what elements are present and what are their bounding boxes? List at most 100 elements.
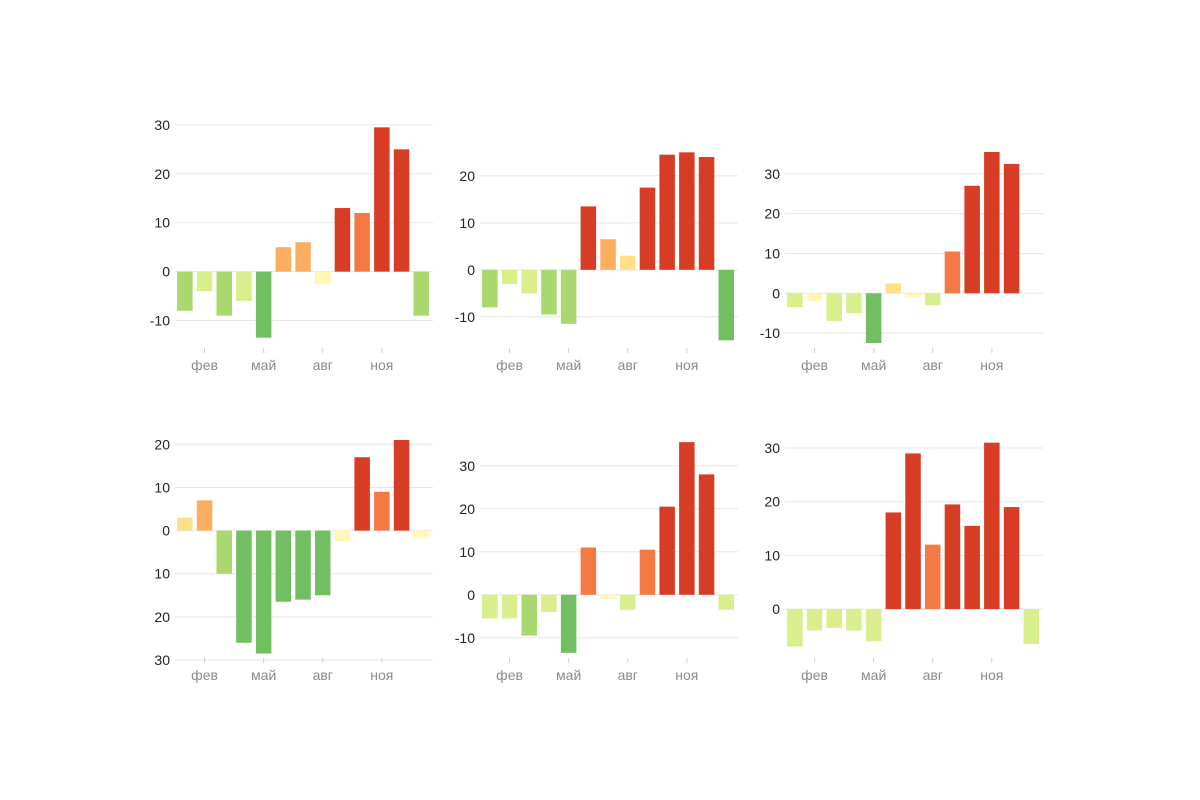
bar-янв <box>1023 609 1039 644</box>
x-tick-label: авг <box>313 667 333 683</box>
y-tick-label: 10 <box>764 547 780 563</box>
bar-июл <box>600 239 616 270</box>
bar-апр <box>846 293 862 314</box>
bar-июн <box>275 530 292 602</box>
bar-янв <box>413 530 429 538</box>
x-tick-label: ноя <box>980 667 1003 683</box>
bar-дек <box>1003 163 1020 294</box>
x-tick-label: авг <box>313 357 333 373</box>
y-tick-label: 20 <box>764 494 780 510</box>
bar-авг <box>315 530 331 596</box>
bar-сен <box>334 208 351 272</box>
x-tick-label: фев <box>496 357 523 373</box>
bar-ноя <box>984 442 1000 610</box>
bar-мар <box>216 530 232 574</box>
bar-мар <box>521 594 537 636</box>
bar-авг <box>620 255 636 270</box>
y-tick-label: 10 <box>154 215 170 231</box>
bar-май <box>865 293 882 344</box>
bar-июн <box>885 512 902 610</box>
y-tick-label: 20 <box>459 501 475 517</box>
bar-chart-1: -10 0 10 20 30 фев май авг ноя <box>150 117 433 373</box>
bar-июл <box>905 453 921 610</box>
bar-янв <box>482 269 498 308</box>
bar-chart-4: 30 20 10 0 10 20 фев май авг ноя <box>154 436 433 683</box>
y-tick-label: -10 <box>760 325 780 341</box>
bar-фев <box>806 293 823 302</box>
x-tick-label: фев <box>191 357 218 373</box>
bar-ноя <box>374 491 390 531</box>
x-tick-label: авг <box>923 357 943 373</box>
bar-июн <box>580 206 597 270</box>
bar-дек <box>698 157 715 270</box>
y-tick-label: 10 <box>459 544 475 560</box>
bar-июн <box>275 247 292 272</box>
bar-авг <box>925 544 941 610</box>
bar-окт <box>659 506 675 595</box>
x-tick-label: ноя <box>675 357 698 373</box>
x-tick-label: май <box>251 357 276 373</box>
bar-chart-3: -10 0 10 20 30 фев май авг ноя <box>760 151 1043 373</box>
x-tick-label: май <box>556 667 581 683</box>
bar-дек <box>393 440 410 531</box>
bar-янв <box>718 269 734 341</box>
x-tick-label: май <box>556 357 581 373</box>
x-tick-label: фев <box>801 357 828 373</box>
y-tick-label: 30 <box>154 652 170 668</box>
bar-янв <box>177 517 193 531</box>
y-tick-label: 10 <box>459 215 475 231</box>
bar-фев <box>196 271 213 292</box>
y-tick-label: -10 <box>455 309 475 325</box>
bar-янв <box>787 293 803 308</box>
bar-мар <box>521 269 537 294</box>
bar-дек <box>698 474 715 595</box>
bar-апр <box>236 271 252 301</box>
bar-май <box>560 269 577 324</box>
bar-мар <box>216 271 232 316</box>
bar-сен <box>639 549 656 595</box>
bar-сен <box>944 251 961 294</box>
bar-фев <box>196 500 213 531</box>
y-tick-label: 30 <box>459 458 475 474</box>
bar-апр <box>541 594 557 612</box>
y-tick-label: 20 <box>459 168 475 184</box>
bar-мар <box>826 609 842 628</box>
bar-июл <box>295 242 311 272</box>
y-tick-label: 0 <box>162 264 170 280</box>
y-tick-label: -10 <box>455 630 475 646</box>
x-tick-label: ноя <box>675 667 698 683</box>
x-tick-label: май <box>861 667 886 683</box>
y-tick-label: 30 <box>764 166 780 182</box>
bar-сен <box>639 187 656 270</box>
bar-фев <box>501 269 518 284</box>
x-tick-label: ноя <box>370 357 393 373</box>
bar-ноя <box>374 127 390 272</box>
bar-май <box>255 271 272 338</box>
y-tick-label: 30 <box>764 440 780 456</box>
x-tick-label: фев <box>496 667 523 683</box>
bar-chart-5: -10 0 10 20 30 фев май авг ноя <box>455 442 738 683</box>
bar-фев <box>806 609 823 631</box>
y-tick-label: 20 <box>764 206 780 222</box>
bar-дек <box>1003 507 1020 610</box>
bar-июл <box>905 293 921 298</box>
bar-сен <box>944 504 961 610</box>
x-tick-label: май <box>251 667 276 683</box>
bar-ноя <box>984 151 1000 294</box>
bar-май <box>255 530 272 654</box>
x-tick-label: фев <box>191 667 218 683</box>
bar-янв <box>787 609 803 647</box>
bar-окт <box>964 185 980 294</box>
bar-авг <box>925 293 941 306</box>
x-tick-label: фев <box>801 667 828 683</box>
bar-chart-2: -10 0 10 20 фев май авг ноя <box>455 152 738 373</box>
bar-окт <box>354 457 370 531</box>
y-tick-label: 0 <box>772 285 780 301</box>
y-tick-label: 0 <box>467 262 475 278</box>
x-tick-label: авг <box>923 667 943 683</box>
bar-дек <box>393 149 410 272</box>
x-tick-label: авг <box>618 667 638 683</box>
bar-chart-6: 0 10 20 30 фев май авг ноя <box>764 440 1043 683</box>
bar-май <box>865 609 882 642</box>
